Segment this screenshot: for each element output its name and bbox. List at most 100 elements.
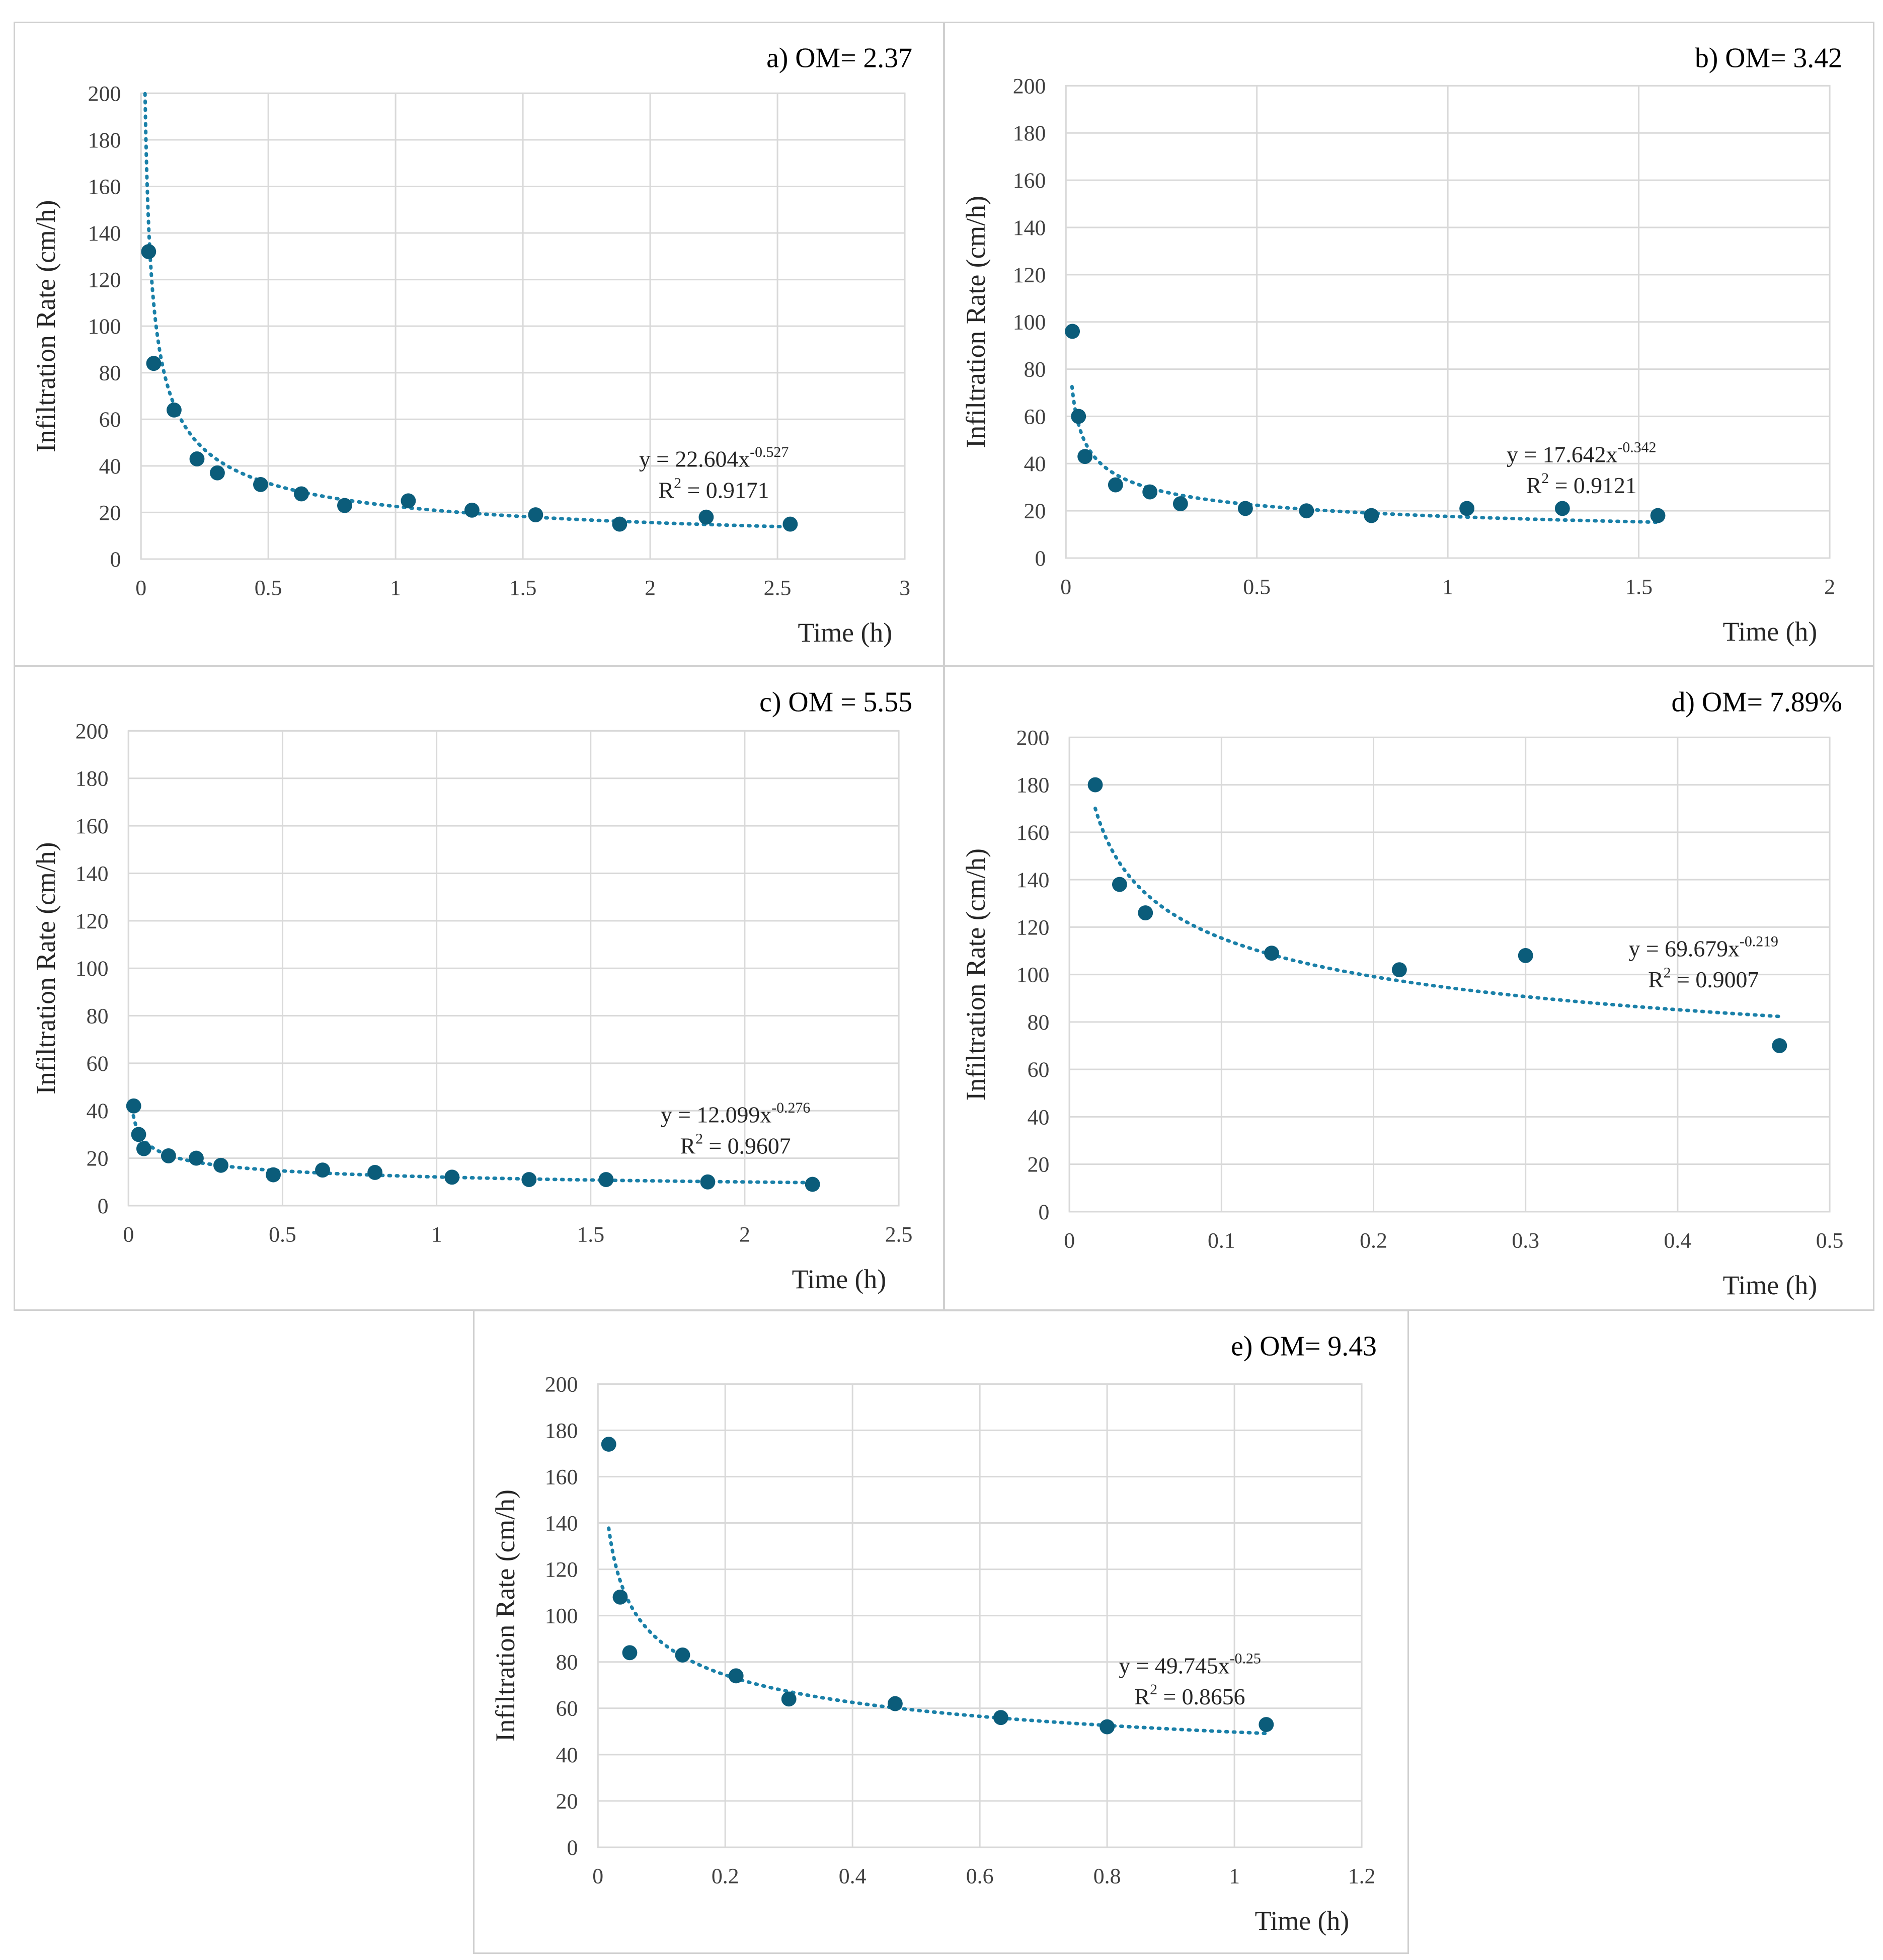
chart-svg-b: 0 20 40 60 80 100 120 140 160 180 200 0 0.5 1 1.5 2 Infi… xyxy=(961,43,1842,647)
x-tick-label-d-4: 0.4 xyxy=(1664,1229,1692,1253)
data-point-a-13 xyxy=(782,516,798,532)
y-tick-label-a-1: 20 xyxy=(99,501,121,525)
panel-title-a: a) OM= 2.37 xyxy=(766,43,912,74)
y-tick-label-d-8: 160 xyxy=(1016,821,1050,845)
chart-panel-c: 0 20 40 60 80 100 120 140 160 180 200 0 0.5 1 1.5 2 2.5 I… xyxy=(14,666,945,1311)
x-tick-label-b-3: 1.5 xyxy=(1625,575,1653,599)
x-axis-title-c: Time (h) xyxy=(792,1264,887,1294)
y-tick-label-e-9: 180 xyxy=(545,1419,578,1443)
chart-svg-c: 0 20 40 60 80 100 120 140 160 180 200 0 0.5 1 1.5 2 2.5 I… xyxy=(31,687,912,1295)
x-tick-label-e-2: 0.4 xyxy=(839,1864,867,1889)
r-squared-c: R2 = 0.9607 xyxy=(680,1131,791,1159)
y-tick-label-b-4: 80 xyxy=(1024,357,1046,381)
y-tick-label-c-6: 120 xyxy=(75,909,109,933)
data-point-c-12 xyxy=(700,1174,716,1190)
data-point-d-0 xyxy=(1087,777,1103,793)
x-axis-title-a: Time (h) xyxy=(798,617,893,648)
x-axis-title-e: Time (h) xyxy=(1255,1906,1350,1936)
x-tick-label-c-0: 0 xyxy=(123,1223,134,1247)
data-point-b-7 xyxy=(1299,503,1314,519)
x-tick-label-a-3: 1.5 xyxy=(509,576,537,600)
chart-panel-b: 0 20 40 60 80 100 120 140 160 180 200 0 0.5 1 1.5 2 Infi… xyxy=(944,22,1874,667)
data-point-e-3 xyxy=(675,1647,690,1663)
y-tick-label-e-5: 100 xyxy=(545,1604,578,1628)
data-point-e-6 xyxy=(887,1696,903,1711)
data-point-a-1 xyxy=(146,356,162,371)
data-point-d-5 xyxy=(1518,948,1533,963)
x-tick-label-a-0: 0 xyxy=(135,576,146,600)
y-tick-label-c-10: 200 xyxy=(75,719,109,743)
x-tick-label-c-1: 0.5 xyxy=(269,1223,296,1247)
y-tick-label-c-2: 40 xyxy=(87,1099,109,1123)
y-tick-label-d-3: 60 xyxy=(1028,1058,1050,1082)
trend-equation-e: y = 49.745x-0.25 xyxy=(1119,1650,1261,1678)
y-tick-label-c-9: 180 xyxy=(75,767,109,791)
data-point-b-11 xyxy=(1650,508,1666,523)
data-point-e-1 xyxy=(612,1589,628,1605)
data-point-e-9 xyxy=(1259,1717,1274,1732)
x-axis-title-b: Time (h) xyxy=(1723,616,1818,647)
y-tick-label-a-10: 200 xyxy=(88,82,121,106)
y-tick-label-d-4: 80 xyxy=(1028,1010,1050,1035)
data-point-b-3 xyxy=(1108,477,1123,493)
data-point-b-1 xyxy=(1071,409,1086,424)
x-tick-label-b-2: 1 xyxy=(1442,575,1453,599)
plot-area-e xyxy=(597,1383,1363,1848)
y-axis-title-c: Infiltration Rate (cm/h) xyxy=(31,842,61,1094)
x-tick-label-d-1: 0.1 xyxy=(1208,1229,1235,1253)
y-tick-label-b-6: 120 xyxy=(1013,263,1046,287)
x-tick-label-a-2: 1 xyxy=(390,576,401,600)
y-tick-label-a-4: 80 xyxy=(99,361,121,385)
data-point-a-2 xyxy=(167,402,182,418)
y-tick-label-b-3: 60 xyxy=(1024,405,1046,429)
y-tick-label-d-7: 140 xyxy=(1016,868,1050,892)
y-tick-label-c-0: 0 xyxy=(98,1194,109,1218)
x-tick-label-e-0: 0 xyxy=(592,1864,603,1889)
data-point-c-6 xyxy=(266,1167,281,1183)
y-tick-label-c-1: 20 xyxy=(87,1147,109,1171)
x-tick-label-d-5: 0.5 xyxy=(1816,1229,1844,1253)
y-tick-label-e-8: 160 xyxy=(545,1465,578,1489)
y-tick-label-b-0: 0 xyxy=(1035,546,1046,571)
trendline-a xyxy=(143,92,792,529)
trend-equation-b: y = 17.642x-0.342 xyxy=(1507,439,1656,467)
panel-title-b: b) OM= 3.42 xyxy=(1695,43,1842,74)
x-tick-label-a-1: 0.5 xyxy=(255,576,282,600)
data-point-b-9 xyxy=(1459,501,1475,516)
panel-title-e: e) OM= 9.43 xyxy=(1231,1331,1377,1362)
trendline-e xyxy=(607,1526,1268,1736)
y-tick-label-e-10: 200 xyxy=(545,1372,578,1396)
data-point-a-8 xyxy=(401,493,416,509)
y-tick-label-c-4: 80 xyxy=(87,1004,109,1028)
trendline-d xyxy=(1093,806,1781,1018)
plot-area-c xyxy=(127,730,900,1207)
chart-svg-e: 0 20 40 60 80 100 120 140 160 180 200 0 0.2 0.4 0.6 0.8… xyxy=(490,1331,1377,1936)
y-tick-label-a-9: 180 xyxy=(88,128,121,152)
plot-area-b xyxy=(1065,85,1831,559)
data-point-d-3 xyxy=(1264,946,1280,961)
y-tick-label-d-10: 200 xyxy=(1016,726,1050,750)
x-tick-label-e-3: 0.6 xyxy=(966,1864,994,1889)
y-tick-label-e-7: 140 xyxy=(545,1511,578,1535)
y-tick-label-c-5: 100 xyxy=(75,957,109,981)
y-tick-label-e-2: 40 xyxy=(556,1743,578,1767)
chart-panel-e: 0 20 40 60 80 100 120 140 160 180 200 0 0.2 0.4 0.6 0.8… xyxy=(473,1310,1409,1954)
data-point-a-9 xyxy=(464,502,480,518)
data-point-c-7 xyxy=(315,1162,330,1178)
trend-equation-d: y = 69.679x-0.219 xyxy=(1629,933,1778,962)
y-axis-title-b: Infiltration Rate (cm/h) xyxy=(961,196,991,448)
plot-area-a xyxy=(140,92,906,560)
y-tick-label-d-5: 100 xyxy=(1016,963,1050,987)
x-tick-label-a-4: 2 xyxy=(645,576,656,600)
data-point-e-8 xyxy=(1100,1719,1115,1735)
y-tick-label-b-7: 140 xyxy=(1013,216,1046,240)
data-point-a-3 xyxy=(189,451,205,466)
y-tick-label-a-5: 100 xyxy=(88,315,121,339)
r-squared-a: R2 = 0.9171 xyxy=(659,475,769,503)
r-squared-d: R2 = 0.9007 xyxy=(1648,964,1759,992)
data-point-c-4 xyxy=(189,1150,204,1166)
x-tick-label-c-2: 1 xyxy=(431,1223,442,1247)
data-point-b-0 xyxy=(1065,324,1080,339)
data-point-c-5 xyxy=(213,1157,228,1173)
chart-svg-d: 0 20 40 60 80 100 120 140 160 180 200 0 0.1 0.2 0.3 0.4… xyxy=(961,687,1844,1301)
